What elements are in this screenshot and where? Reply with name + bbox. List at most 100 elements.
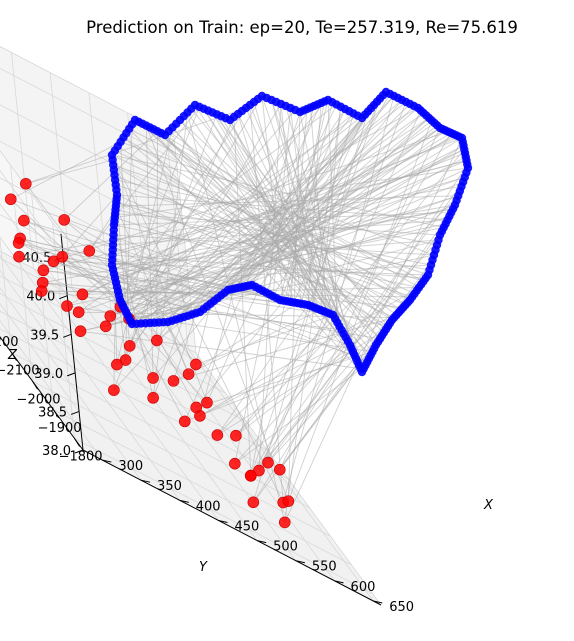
z-tick-label: 38.0 <box>42 444 71 459</box>
prediction-link <box>188 302 298 375</box>
ground-truth-point <box>190 401 203 414</box>
prediction-link <box>113 224 420 288</box>
z-tick-label: 39.5 <box>30 328 59 343</box>
prediction-link <box>115 209 430 271</box>
prediction-link <box>299 111 342 331</box>
z-gridline-left <box>0 170 64 258</box>
x-tick-label: 600 <box>351 580 376 595</box>
ground-truth-point <box>111 358 123 371</box>
prediction-link <box>80 330 361 370</box>
x-tick-label: 400 <box>196 499 221 514</box>
prediction-link <box>279 364 360 470</box>
ground-truth-point <box>61 300 73 312</box>
prediction-link <box>114 167 469 218</box>
x-tick-label: 550 <box>312 560 337 575</box>
prediction-link <box>119 195 459 301</box>
ground-truth-point <box>147 372 159 384</box>
y-gridline-floor <box>32 380 331 537</box>
ground-truth-point <box>147 392 159 404</box>
ground-truth-point <box>278 516 291 529</box>
x-tick-label: 450 <box>234 519 259 534</box>
prediction-link <box>62 256 155 324</box>
prediction-link <box>18 256 201 313</box>
ground-truth-point <box>182 368 195 380</box>
axis-ticks: 300350400450500550600650−2600−2500−2400−… <box>0 233 414 615</box>
x-tick-label: 350 <box>157 479 182 494</box>
y-axis-label: Y <box>199 560 208 575</box>
prediction-link <box>111 154 284 503</box>
prediction-link <box>61 194 118 258</box>
ground-truth-point <box>37 264 50 277</box>
prediction-link <box>66 305 373 353</box>
prediction-links <box>10 91 469 523</box>
prediction-link <box>237 113 366 366</box>
x-axis-label: X <box>483 498 494 513</box>
prediction-link <box>63 219 113 261</box>
z-tick-mark <box>66 372 76 377</box>
prediction-link <box>168 130 406 306</box>
ground-truth-point <box>178 415 191 428</box>
chart-title: Prediction on Train: ep=20, Te=257.319, … <box>86 18 518 37</box>
ground-truth-point <box>72 306 85 318</box>
prediction-link <box>252 164 468 503</box>
prediction-link <box>53 131 449 262</box>
y-gridline-floor <box>11 352 310 508</box>
prediction-link <box>131 148 465 325</box>
prediction-link <box>111 239 439 266</box>
prediction-link <box>25 107 247 185</box>
ground-truth-point <box>18 214 30 227</box>
y-gridline-left <box>0 235 12 353</box>
prediction-link <box>125 215 450 313</box>
prediction-link <box>217 328 387 436</box>
prediction-link <box>130 112 424 322</box>
ground-truth-point <box>83 245 96 257</box>
prediction-link <box>138 121 411 301</box>
prediction-link <box>115 184 424 282</box>
z-axis-label: Z <box>7 348 18 363</box>
prediction-link <box>199 288 235 416</box>
ground-truth-point <box>13 250 25 263</box>
prediction-link <box>112 254 197 365</box>
ground-truth-point <box>74 325 87 337</box>
prediction-link <box>279 127 441 470</box>
ground-truth-point <box>56 251 69 263</box>
prediction-link <box>157 130 420 288</box>
prediction-link <box>149 127 358 363</box>
prediction-link <box>237 113 295 303</box>
ground-truth-point <box>76 288 89 301</box>
y-tick-label: −2000 <box>17 392 61 407</box>
ground-truth-point <box>108 384 120 396</box>
prediction-link <box>66 107 419 307</box>
prediction-link <box>115 195 459 207</box>
z-tick-mark <box>63 333 72 338</box>
prediction-link <box>225 117 377 346</box>
ground-truth-point <box>151 334 163 347</box>
prediction-link <box>184 354 355 422</box>
prediction-link <box>199 340 349 417</box>
prediction-link <box>88 106 200 252</box>
ground-truth-point <box>230 429 242 442</box>
prediction-link <box>18 239 114 258</box>
ground-truth-point <box>20 177 32 190</box>
prediction-link <box>195 314 334 365</box>
prediction-link <box>116 202 413 298</box>
ground-truth-point <box>58 214 70 226</box>
ground-truth-point <box>201 396 213 409</box>
y-axis-line <box>0 336 84 451</box>
prediction-link <box>113 234 435 256</box>
prediction-link <box>195 303 211 365</box>
prediction-link <box>187 112 286 523</box>
ground-truth-point <box>4 193 17 206</box>
prediction-link <box>114 176 465 279</box>
prediction-link <box>129 128 424 282</box>
prediction-link <box>206 288 260 403</box>
prediction-link <box>25 183 130 319</box>
ground-truth-point <box>262 456 274 469</box>
ground-truth-point <box>282 495 295 507</box>
prediction-link <box>116 194 395 318</box>
ground-truth-point <box>229 457 241 470</box>
prediction-link <box>245 111 301 287</box>
prediction-link <box>145 125 154 378</box>
ground-truth-point <box>99 320 112 333</box>
